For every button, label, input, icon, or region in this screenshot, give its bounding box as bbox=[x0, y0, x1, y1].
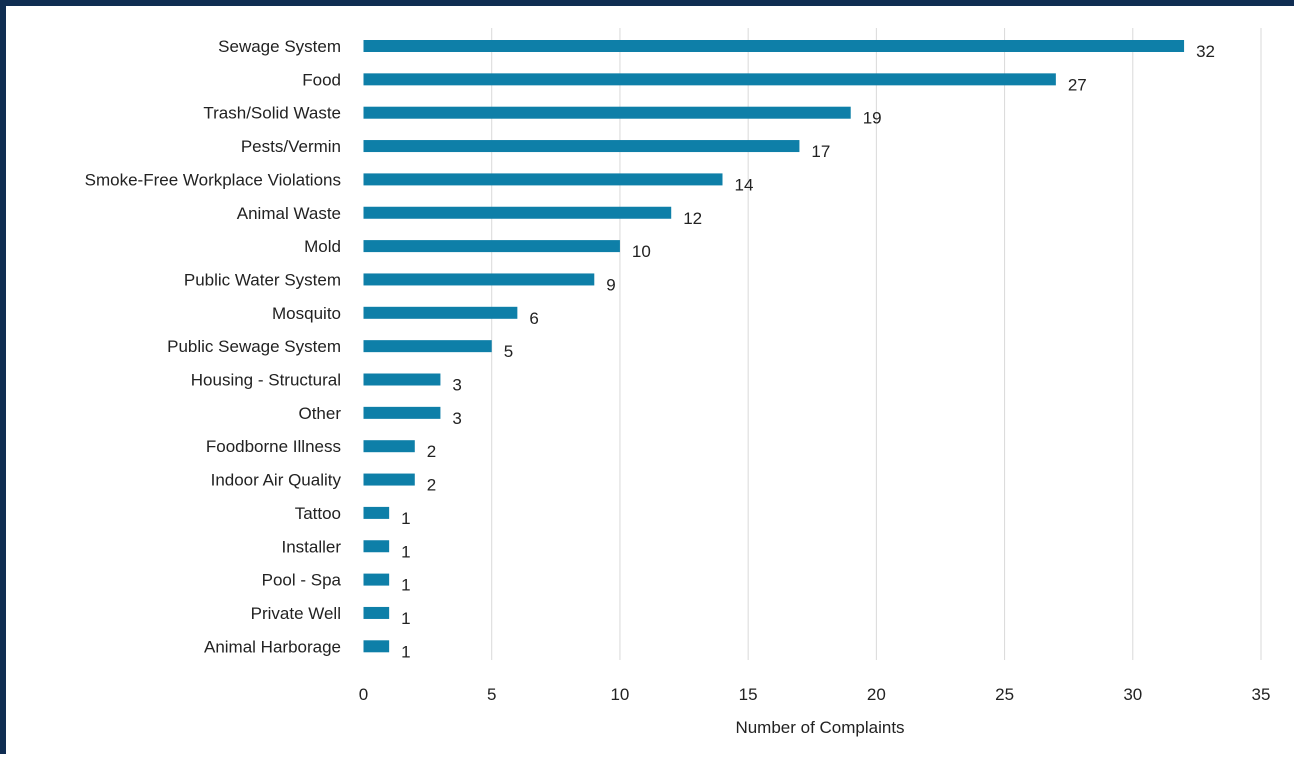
data-label: 3 bbox=[452, 409, 461, 428]
bar bbox=[363, 173, 723, 186]
category-label: Private Well bbox=[251, 604, 341, 623]
category-label: Pool - Spa bbox=[262, 571, 342, 590]
data-label: 5 bbox=[504, 342, 513, 361]
bar bbox=[363, 606, 390, 619]
bar bbox=[363, 106, 851, 119]
bar bbox=[363, 506, 390, 519]
bar bbox=[363, 140, 800, 153]
data-label: 14 bbox=[735, 175, 754, 194]
bar bbox=[363, 273, 595, 286]
bar bbox=[363, 573, 390, 586]
bar bbox=[363, 540, 390, 553]
bar bbox=[363, 406, 441, 419]
category-label: Housing - Structural bbox=[191, 371, 341, 390]
bar bbox=[363, 40, 1185, 52]
x-tick-label: 15 bbox=[739, 685, 758, 704]
x-tick-label: 25 bbox=[995, 685, 1014, 704]
category-label: Public Water System bbox=[184, 270, 341, 289]
bar bbox=[363, 440, 415, 453]
bar bbox=[363, 73, 1056, 86]
category-label: Animal Harborage bbox=[204, 637, 341, 656]
category-label: Food bbox=[302, 70, 341, 89]
category-label: Public Sewage System bbox=[167, 337, 341, 356]
bar bbox=[363, 240, 620, 253]
data-label: 3 bbox=[452, 376, 461, 395]
bar bbox=[363, 473, 415, 486]
data-label: 1 bbox=[401, 576, 410, 595]
bar bbox=[363, 640, 390, 653]
x-axis-title: Number of Complaints bbox=[735, 718, 904, 737]
category-label: Trash/Solid Waste bbox=[203, 104, 341, 123]
x-tick-label: 35 bbox=[1252, 685, 1271, 704]
category-label: Pests/Vermin bbox=[241, 137, 341, 156]
data-label: 32 bbox=[1196, 42, 1215, 61]
bar-chart: Sewage System Food Trash/Solid Waste Pests/… bbox=[85, 28, 1271, 737]
data-label: 1 bbox=[401, 542, 410, 561]
category-label: Sewage System bbox=[218, 37, 341, 56]
category-label: Indoor Air Quality bbox=[211, 471, 342, 490]
data-label: 1 bbox=[401, 642, 410, 661]
data-label: 1 bbox=[401, 609, 410, 628]
data-label: 2 bbox=[427, 442, 436, 461]
x-tick-label: 0 bbox=[359, 685, 368, 704]
category-label: Animal Waste bbox=[237, 204, 341, 223]
data-label: 10 bbox=[632, 242, 651, 261]
bars bbox=[363, 40, 1185, 653]
data-label: 9 bbox=[606, 275, 615, 294]
data-label: 17 bbox=[811, 142, 830, 161]
data-label: 27 bbox=[1068, 75, 1087, 94]
category-label: Foodborne Illness bbox=[206, 437, 341, 456]
data-label: 12 bbox=[683, 209, 702, 228]
x-tick-label: 10 bbox=[610, 685, 629, 704]
category-label: Mold bbox=[304, 237, 341, 256]
gridlines bbox=[491, 28, 1262, 660]
data-label: 6 bbox=[529, 309, 538, 328]
category-label: Mosquito bbox=[272, 304, 341, 323]
category-label: Installer bbox=[281, 537, 341, 556]
x-tick-label: 30 bbox=[1123, 685, 1142, 704]
x-tick-label: 20 bbox=[867, 685, 886, 704]
bar bbox=[363, 306, 518, 319]
x-tick-labels: 0 5 10 15 20 25 30 35 bbox=[359, 685, 1271, 704]
x-tick-label: 5 bbox=[487, 685, 496, 704]
category-label: Other bbox=[298, 404, 341, 423]
bar bbox=[363, 206, 672, 219]
category-label: Tattoo bbox=[295, 504, 341, 523]
bar bbox=[363, 373, 441, 386]
data-label: 19 bbox=[863, 109, 882, 128]
category-label: Smoke-Free Workplace Violations bbox=[85, 170, 341, 189]
data-label: 1 bbox=[401, 509, 410, 528]
category-labels: Sewage System Food Trash/Solid Waste Pests/… bbox=[85, 37, 342, 656]
data-label: 2 bbox=[427, 476, 436, 495]
bar bbox=[363, 340, 492, 353]
